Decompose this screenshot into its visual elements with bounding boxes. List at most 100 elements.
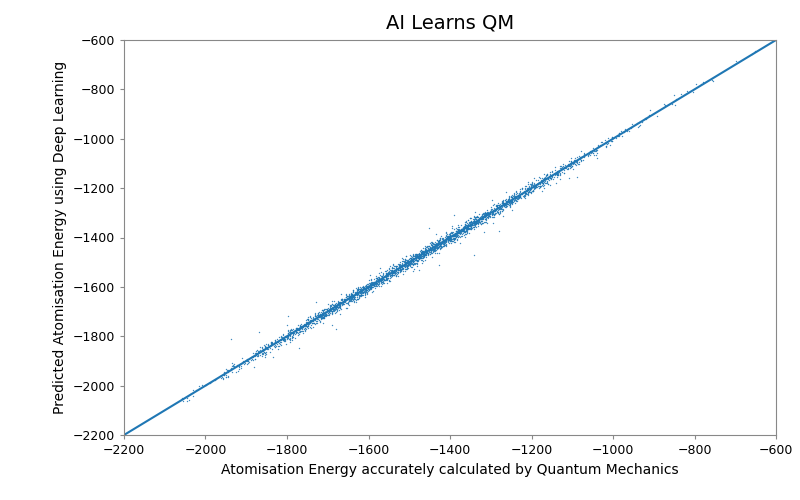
Point [312, 308, 325, 316]
Point [314, 312, 327, 320]
Point [277, 334, 290, 342]
Point [500, 188, 513, 196]
Point [492, 202, 505, 210]
Point [578, 150, 591, 158]
Point [405, 255, 418, 263]
Point [443, 236, 456, 244]
Point [359, 282, 372, 290]
Point [278, 337, 290, 345]
Point [404, 258, 417, 266]
Point [513, 191, 526, 199]
Point [472, 218, 485, 226]
Point [329, 306, 342, 314]
Point [278, 336, 290, 344]
Point [413, 250, 426, 258]
Point [325, 308, 338, 316]
Point [386, 268, 399, 276]
Point [446, 232, 458, 240]
Point [420, 252, 433, 260]
Point [511, 191, 524, 199]
Point [486, 208, 499, 216]
Point [632, 118, 645, 126]
Point [536, 182, 549, 190]
Point [350, 289, 363, 297]
Point [414, 252, 427, 260]
Point [514, 192, 526, 200]
Point [437, 239, 450, 247]
Point [460, 223, 473, 231]
Point [432, 239, 445, 247]
Point [477, 214, 490, 222]
Point [461, 226, 474, 234]
Point [365, 283, 378, 291]
Point [500, 198, 513, 206]
Point [564, 160, 577, 168]
Point [457, 231, 470, 239]
Point [353, 287, 366, 295]
Point [428, 242, 441, 250]
Point [230, 361, 243, 369]
Point [312, 308, 325, 316]
Point [650, 112, 663, 120]
Point [524, 188, 537, 196]
Point [475, 210, 488, 218]
Point [316, 308, 329, 316]
Point [264, 342, 277, 350]
Point [508, 192, 521, 200]
Point [413, 266, 426, 274]
Point [300, 322, 313, 330]
Point [550, 174, 563, 182]
Point [345, 291, 358, 299]
Point [294, 324, 307, 332]
Point [262, 340, 274, 347]
Point [388, 270, 401, 278]
Point [481, 209, 494, 217]
Point [486, 208, 499, 216]
Point [381, 276, 394, 284]
Point [592, 141, 605, 149]
Point [283, 334, 296, 342]
Point [439, 228, 452, 236]
Point [333, 298, 346, 306]
Point [362, 284, 374, 292]
Point [316, 312, 329, 320]
Point [473, 218, 486, 226]
Point [302, 316, 315, 324]
Point [454, 226, 467, 234]
Point [401, 258, 414, 266]
Point [386, 270, 398, 278]
Point [510, 193, 522, 201]
Point [498, 200, 510, 207]
Point [419, 248, 432, 256]
Point [224, 335, 237, 343]
Point [361, 288, 374, 296]
Point [493, 200, 506, 208]
Point [446, 229, 458, 237]
Point [497, 200, 510, 208]
Point [407, 252, 420, 260]
Point [481, 211, 494, 219]
Point [370, 280, 383, 287]
Point [427, 248, 440, 256]
Point [287, 330, 300, 338]
Point [373, 274, 386, 282]
Point [531, 176, 544, 184]
Point [436, 235, 449, 243]
Point [363, 284, 376, 292]
Point [388, 266, 401, 274]
Point [507, 190, 520, 198]
Point [414, 251, 426, 259]
Point [446, 230, 458, 238]
Point [258, 348, 270, 356]
Point [346, 293, 358, 301]
Point [466, 221, 478, 229]
Point [304, 321, 317, 329]
Point [252, 348, 265, 356]
Point [414, 254, 427, 262]
Point [422, 247, 435, 255]
Point [430, 240, 443, 248]
Point [338, 296, 351, 304]
Point [520, 185, 533, 193]
Point [438, 238, 450, 246]
Point [318, 312, 330, 320]
